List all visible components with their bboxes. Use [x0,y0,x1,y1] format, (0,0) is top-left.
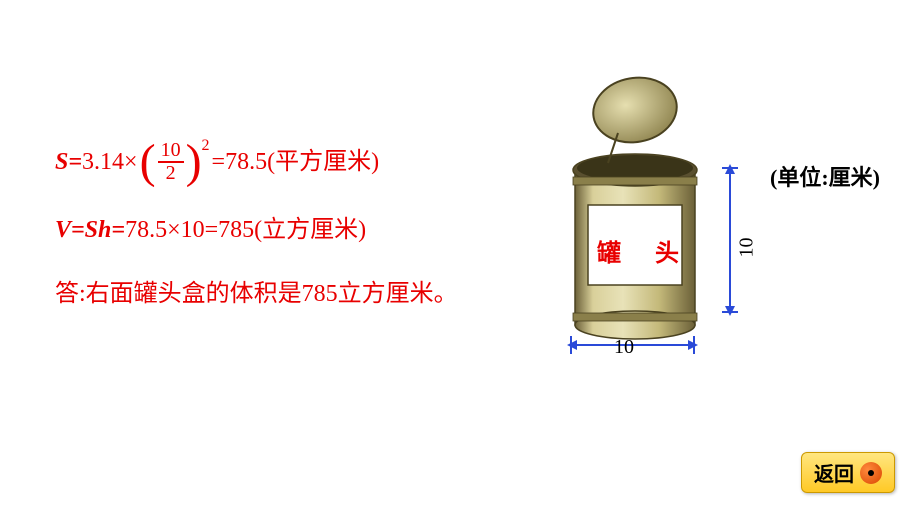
denominator: 2 [163,163,179,184]
var-S: S= [55,144,82,180]
answer-line: 答:右面罐头盒的体积是785立方厘米。 [55,276,535,312]
area-result: =78.5(平方厘米) [212,144,380,180]
back-icon [860,462,882,484]
lparen: ( [140,143,156,181]
fraction: 10 2 [158,140,184,184]
paren-group: ( 10 2 ) [140,140,202,184]
can-text-label: 罐 头 [597,233,693,268]
var-V: V=Sh= [55,212,125,248]
exponent: 2 [202,134,210,158]
equation-volume: V=Sh=78.5×10=785(立方厘米) [55,212,535,248]
can-illustration [560,75,810,365]
back-label: 返回 [814,458,854,487]
dim-height-value: 10 [736,238,759,258]
equation-area: S= 3.14× ( 10 2 ) 2 =78.5(平方厘米) [55,140,535,184]
unit-label: (单位:厘米) [770,160,880,192]
numerator: 10 [158,140,184,163]
volume-rest: 78.5×10=785(立方厘米) [125,212,366,248]
back-button[interactable]: 返回 [801,452,895,493]
pi-mult: 3.14× [82,144,138,180]
dim-width-value: 10 [614,336,634,359]
rparen: ) [186,143,202,181]
solution-block: S= 3.14× ( 10 2 ) 2 =78.5(平方厘米) V=Sh=78.… [55,140,535,340]
